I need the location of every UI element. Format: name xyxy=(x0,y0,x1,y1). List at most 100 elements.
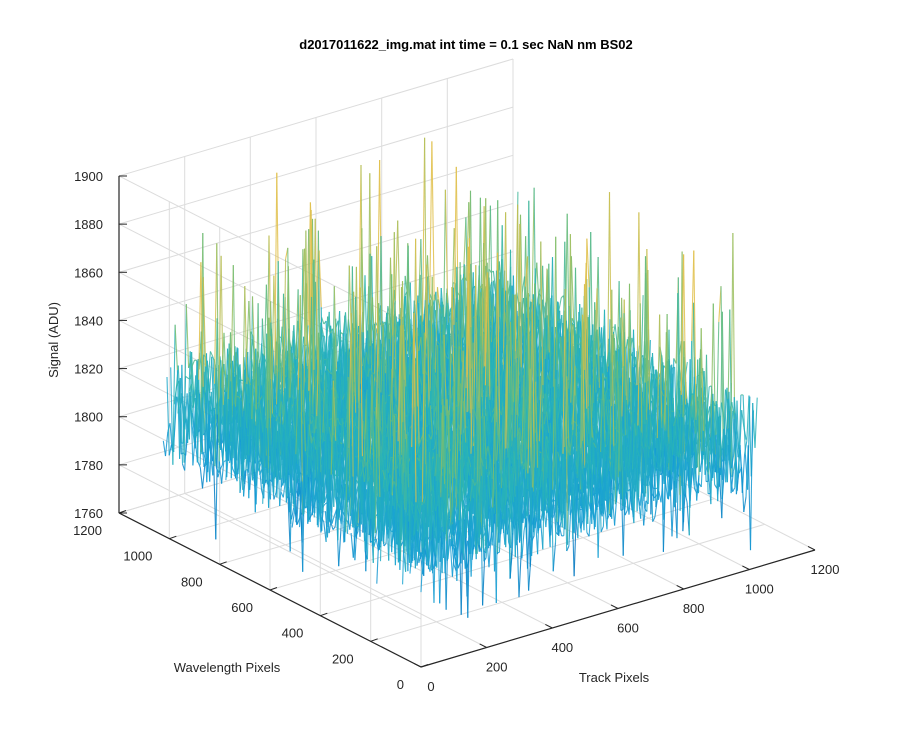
surface-segment xyxy=(230,405,234,443)
surface-segment xyxy=(373,373,377,383)
surface-segment xyxy=(249,415,254,481)
surface-segment xyxy=(226,442,230,478)
surface-segment xyxy=(229,332,234,418)
surface-segment xyxy=(209,356,213,394)
surface-segment xyxy=(273,420,277,494)
surface-segment xyxy=(168,444,173,456)
surface-segment xyxy=(273,427,278,481)
surface-segment xyxy=(190,411,195,423)
surface-segment xyxy=(225,398,229,461)
surface-segment xyxy=(268,444,272,508)
surface-segment xyxy=(371,372,375,375)
surface-segment xyxy=(421,137,426,350)
surface-segment xyxy=(369,368,373,372)
surface-segment xyxy=(492,280,497,293)
surface-segment xyxy=(358,164,362,348)
surface-segment xyxy=(571,317,575,325)
surface-segment xyxy=(262,417,266,504)
surface-segment xyxy=(223,332,227,392)
surface-segment xyxy=(407,389,411,409)
surface-segment xyxy=(266,418,270,455)
surface-segment xyxy=(201,436,205,467)
surface-segment xyxy=(205,423,209,466)
surface-segment xyxy=(329,371,333,375)
surface-segment xyxy=(436,340,440,345)
surface-segment xyxy=(229,456,234,469)
surface-segment xyxy=(292,415,296,437)
surface-segment xyxy=(337,332,342,361)
surface-segment xyxy=(215,457,219,478)
surface-segment xyxy=(274,172,278,381)
surface-segment xyxy=(162,440,167,457)
surface-segment xyxy=(227,332,232,400)
surface-segment xyxy=(289,353,293,398)
surface-segment xyxy=(418,375,423,386)
surface-segment xyxy=(499,313,503,340)
surface-segment xyxy=(326,368,331,373)
surface-segment xyxy=(355,266,360,404)
surface-segment xyxy=(255,445,259,505)
surface-segment xyxy=(267,336,271,469)
surface-segment xyxy=(190,384,195,407)
surface-segment xyxy=(504,332,508,337)
surface-segment xyxy=(248,300,252,361)
surface-segment xyxy=(291,325,295,351)
surface-segment xyxy=(197,461,201,468)
surface-segment xyxy=(213,243,218,384)
surface-segment xyxy=(373,246,378,387)
surface-segment xyxy=(220,255,224,405)
surface-segment xyxy=(241,286,246,417)
surface-segment xyxy=(439,308,443,392)
surface-segment xyxy=(239,471,243,493)
surface-segment xyxy=(174,324,178,371)
surface-segment xyxy=(214,318,218,467)
surface-segment xyxy=(164,431,169,457)
surface-segment xyxy=(196,407,201,437)
surface-segment xyxy=(333,286,338,370)
surface-segment xyxy=(251,403,256,481)
surface-segment xyxy=(259,468,263,475)
surface-segment xyxy=(565,325,569,331)
surface-segment xyxy=(446,356,450,360)
surface-segment xyxy=(182,376,187,444)
surface-segment xyxy=(209,351,214,357)
surface-segment xyxy=(216,318,220,462)
surface-segment xyxy=(207,423,212,453)
surface-segment xyxy=(367,368,371,377)
surface-segment xyxy=(218,461,223,484)
surface-mesh xyxy=(162,137,758,618)
surface-segment xyxy=(187,392,191,444)
surface-segment xyxy=(281,441,285,478)
surface-segment xyxy=(191,359,196,367)
surface-segment xyxy=(420,337,424,379)
surface-segment xyxy=(363,352,367,371)
surface-segment xyxy=(277,415,282,480)
surface-segment xyxy=(253,472,257,505)
surface-segment xyxy=(418,239,422,303)
surface-segment xyxy=(283,441,287,503)
surface-segment xyxy=(269,336,274,414)
surface-segment xyxy=(578,334,582,341)
surface-segment xyxy=(260,413,264,433)
surface-segment xyxy=(244,286,248,385)
surface-segment xyxy=(215,413,219,540)
surface-segment xyxy=(380,323,384,393)
surface-segment xyxy=(363,357,368,381)
surface-segment xyxy=(280,293,285,395)
surface-segment xyxy=(251,419,255,473)
surface-segment xyxy=(202,277,207,367)
surface-segment xyxy=(194,397,198,437)
surface-segment xyxy=(287,446,291,474)
surface-segment xyxy=(224,380,229,436)
surface-segment xyxy=(181,393,185,428)
surface-segment xyxy=(295,289,299,361)
surface-segment xyxy=(311,413,315,419)
surface-segment xyxy=(531,187,535,322)
surface-segment xyxy=(271,472,275,500)
surface-segment xyxy=(199,467,204,489)
surface-segment xyxy=(342,312,347,335)
surface-segment xyxy=(492,356,496,389)
surface-segment xyxy=(282,478,287,498)
surface-segment xyxy=(279,424,284,480)
